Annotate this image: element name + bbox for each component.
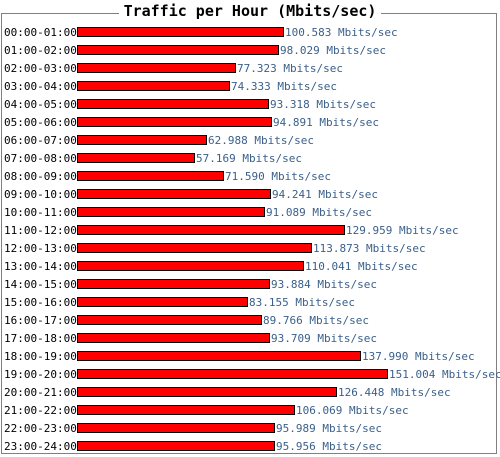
value-label: 94.241 Mbits/sec <box>272 188 378 201</box>
hour-label: 11:00-12:00 <box>4 224 77 237</box>
bar-row: 11:00-12:00 129.959 Mbits/sec <box>0 222 500 240</box>
traffic-bar <box>77 243 312 253</box>
hour-label: 00:00-01:00 <box>4 26 77 39</box>
bar-row: 00:00-01:00 100.583 Mbits/sec <box>0 24 500 42</box>
bar-row: 13:00-14:00 110.041 Mbits/sec <box>0 258 500 276</box>
hour-label: 22:00-23:00 <box>4 422 77 435</box>
value-label: 93.884 Mbits/sec <box>271 278 377 291</box>
hour-label: 07:00-08:00 <box>4 152 77 165</box>
bar-row: 21:00-22:00 106.069 Mbits/sec <box>0 402 500 420</box>
traffic-bar <box>77 117 272 127</box>
traffic-bar <box>77 369 388 379</box>
traffic-bar <box>77 333 270 343</box>
hour-label: 20:00-21:00 <box>4 386 77 399</box>
hour-label: 17:00-18:00 <box>4 332 77 345</box>
value-label: 74.333 Mbits/sec <box>231 80 337 93</box>
traffic-bar <box>77 153 195 163</box>
hour-label: 14:00-15:00 <box>4 278 77 291</box>
traffic-bar <box>77 171 224 181</box>
traffic-bar <box>77 261 304 271</box>
bar-row: 04:00-05:00 93.318 Mbits/sec <box>0 96 500 114</box>
value-label: 100.583 Mbits/sec <box>285 26 398 39</box>
hour-label: 18:00-19:00 <box>4 350 77 363</box>
value-label: 137.990 Mbits/sec <box>362 350 475 363</box>
hour-label: 19:00-20:00 <box>4 368 77 381</box>
traffic-bar <box>77 63 236 73</box>
bar-row: 01:00-02:00 98.029 Mbits/sec <box>0 42 500 60</box>
value-label: 57.169 Mbits/sec <box>196 152 302 165</box>
hour-label: 16:00-17:00 <box>4 314 77 327</box>
value-label: 89.766 Mbits/sec <box>263 314 369 327</box>
bar-row: 19:00-20:00 151.004 Mbits/sec <box>0 366 500 384</box>
bar-row: 09:00-10:00 94.241 Mbits/sec <box>0 186 500 204</box>
hour-label: 21:00-22:00 <box>4 404 77 417</box>
chart-title-text: Traffic per Hour (Mbits/sec) <box>118 2 382 20</box>
value-label: 93.318 Mbits/sec <box>270 98 376 111</box>
traffic-bar <box>77 45 279 55</box>
bar-row: 18:00-19:00 137.990 Mbits/sec <box>0 348 500 366</box>
traffic-bar <box>77 423 275 433</box>
value-label: 106.069 Mbits/sec <box>296 404 409 417</box>
traffic-bar <box>77 297 248 307</box>
value-label: 129.959 Mbits/sec <box>346 224 459 237</box>
bar-row: 12:00-13:00 113.873 Mbits/sec <box>0 240 500 258</box>
traffic-bar <box>77 351 361 361</box>
chart-title: Traffic per Hour (Mbits/sec) <box>0 2 500 20</box>
hour-label: 08:00-09:00 <box>4 170 77 183</box>
bar-row: 07:00-08:00 57.169 Mbits/sec <box>0 150 500 168</box>
value-label: 151.004 Mbits/sec <box>389 368 500 381</box>
value-label: 95.989 Mbits/sec <box>276 422 382 435</box>
bar-row: 06:00-07:00 62.988 Mbits/sec <box>0 132 500 150</box>
traffic-bar <box>77 387 337 397</box>
value-label: 91.089 Mbits/sec <box>266 206 372 219</box>
traffic-bar <box>77 279 270 289</box>
value-label: 62.988 Mbits/sec <box>208 134 314 147</box>
value-label: 126.448 Mbits/sec <box>338 386 451 399</box>
value-label: 83.155 Mbits/sec <box>249 296 355 309</box>
value-label: 94.891 Mbits/sec <box>273 116 379 129</box>
traffic-bar <box>77 405 295 415</box>
traffic-bar <box>77 99 269 109</box>
bar-row: 02:00-03:00 77.323 Mbits/sec <box>0 60 500 78</box>
value-label: 77.323 Mbits/sec <box>237 62 343 75</box>
value-label: 98.029 Mbits/sec <box>280 44 386 57</box>
value-label: 113.873 Mbits/sec <box>313 242 426 255</box>
bar-row: 05:00-06:00 94.891 Mbits/sec <box>0 114 500 132</box>
traffic-bar <box>77 189 271 199</box>
bar-row: 20:00-21:00 126.448 Mbits/sec <box>0 384 500 402</box>
traffic-bar <box>77 441 275 451</box>
value-label: 110.041 Mbits/sec <box>305 260 418 273</box>
value-label: 95.956 Mbits/sec <box>276 440 382 453</box>
value-label: 93.709 Mbits/sec <box>271 332 377 345</box>
hour-label: 10:00-11:00 <box>4 206 77 219</box>
hour-label: 05:00-06:00 <box>4 116 77 129</box>
hour-label: 23:00-24:00 <box>4 440 77 453</box>
hour-label: 12:00-13:00 <box>4 242 77 255</box>
hour-label: 02:00-03:00 <box>4 62 77 75</box>
traffic-bar <box>77 315 262 325</box>
hour-label: 09:00-10:00 <box>4 188 77 201</box>
bar-row: 14:00-15:00 93.884 Mbits/sec <box>0 276 500 294</box>
traffic-bar <box>77 81 230 91</box>
traffic-bar <box>77 135 207 145</box>
traffic-bar <box>77 207 265 217</box>
bar-row: 22:00-23:00 95.989 Mbits/sec <box>0 420 500 438</box>
bar-row: 17:00-18:00 93.709 Mbits/sec <box>0 330 500 348</box>
hour-label: 06:00-07:00 <box>4 134 77 147</box>
bar-row: 10:00-11:00 91.089 Mbits/sec <box>0 204 500 222</box>
hour-label: 01:00-02:00 <box>4 44 77 57</box>
traffic-bar <box>77 27 284 37</box>
hour-label: 04:00-05:00 <box>4 98 77 111</box>
hour-label: 15:00-16:00 <box>4 296 77 309</box>
bar-row: 15:00-16:00 83.155 Mbits/sec <box>0 294 500 312</box>
traffic-bar <box>77 225 345 235</box>
bar-row: 08:00-09:00 71.590 Mbits/sec <box>0 168 500 186</box>
value-label: 71.590 Mbits/sec <box>225 170 331 183</box>
bar-row: 03:00-04:00 74.333 Mbits/sec <box>0 78 500 96</box>
bar-row: 23:00-24:00 95.956 Mbits/sec <box>0 438 500 456</box>
hour-label: 13:00-14:00 <box>4 260 77 273</box>
hour-label: 03:00-04:00 <box>4 80 77 93</box>
bar-row: 16:00-17:00 89.766 Mbits/sec <box>0 312 500 330</box>
